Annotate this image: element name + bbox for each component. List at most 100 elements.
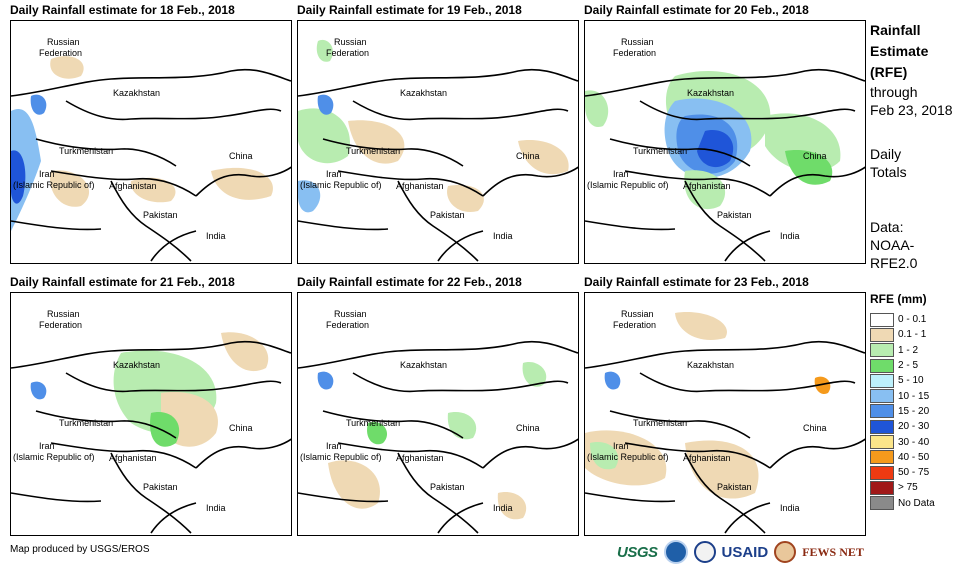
country-boundary <box>482 166 578 197</box>
map-frame: Russian Federation Kazakhstan Turkmenistan I… <box>297 20 579 264</box>
country-boundary <box>724 230 771 262</box>
country-label: Turkmenistan <box>633 146 687 156</box>
map-frame: Russian Federation Kazakhstan Turkmenistan I… <box>10 292 292 536</box>
country-label: Turkmenistan <box>346 146 400 156</box>
map-frame: Russian Federation Kazakhstan Turkmenistan I… <box>584 292 866 536</box>
country-boundary <box>35 138 177 167</box>
country-boundary <box>352 372 569 393</box>
panel-19feb: Daily Rainfall estimate for 19 Feb., 201… <box>297 0 579 264</box>
country-boundary <box>298 492 389 503</box>
panel-title: Daily Rainfall estimate for 19 Feb., 201… <box>297 3 522 17</box>
country-boundary <box>65 100 282 121</box>
country-boundary <box>639 100 856 121</box>
country-boundary <box>624 170 771 197</box>
country-label: Afghanistan <box>109 181 157 191</box>
legend-item: 2 - 5 <box>870 358 965 373</box>
panel-title: Daily Rainfall estimate for 22 Feb., 201… <box>297 275 522 289</box>
map-frame: Russian Federation Kazakhstan Turkmenistan I… <box>297 292 579 536</box>
country-label: Iran <box>613 169 629 179</box>
data-line: Data: <box>870 219 904 235</box>
country-label: India <box>206 231 226 241</box>
sidebar-title-line: (RFE) <box>870 64 908 80</box>
legend-item: 0 - 0.1 <box>870 312 965 327</box>
country-label: Federation <box>613 320 656 330</box>
country-boundary <box>150 502 197 534</box>
panel-title: Daily Rainfall estimate for 18 Feb., 201… <box>10 3 235 17</box>
country-label: Federation <box>39 320 82 330</box>
panel-20feb: Daily Rainfall estimate for 20 Feb., 201… <box>584 0 866 264</box>
through-label: through <box>870 84 918 100</box>
legend-label: 30 - 40 <box>898 436 930 448</box>
rain-area <box>522 362 547 387</box>
rain-area <box>317 371 334 390</box>
panel-title: Daily Rainfall estimate for 20 Feb., 201… <box>584 3 809 17</box>
legend-swatch <box>870 465 894 480</box>
legend-swatch <box>870 404 894 419</box>
country-boundary <box>150 230 197 262</box>
rain-area <box>785 150 833 185</box>
legend-swatch <box>870 480 894 495</box>
country-label: Pakistan <box>430 210 465 220</box>
country-label: Kazakhstan <box>113 360 160 370</box>
country-label: Pakistan <box>143 210 178 220</box>
legend-swatch <box>870 327 894 342</box>
legend-swatch <box>870 373 894 388</box>
country-boundary <box>298 340 578 369</box>
country-boundary <box>724 502 771 534</box>
legend-label: No Data <box>898 497 935 509</box>
country-boundary <box>110 452 192 534</box>
country-boundary <box>11 68 291 97</box>
country-label: China <box>803 151 827 161</box>
totals-line: Totals <box>870 164 907 180</box>
rain-area <box>316 39 333 62</box>
legend-item: 20 - 30 <box>870 419 965 434</box>
rain-area <box>585 90 609 127</box>
country-label: Kazakhstan <box>400 88 447 98</box>
country-label: Turkmenistan <box>59 146 113 156</box>
sidebar-title: Rainfall Estimate (RFE) <box>870 20 965 83</box>
legend-label: 5 - 10 <box>898 375 924 387</box>
totals-line: Daily <box>870 146 902 162</box>
legend-item: 1 - 2 <box>870 343 965 358</box>
country-boundary <box>50 442 197 469</box>
country-label: (Islamic Republic of) <box>13 180 95 190</box>
country-label: Russian <box>334 37 367 47</box>
legend-item: 15 - 20 <box>870 404 965 419</box>
sidebar-through-date: through Feb 23, 2018 <box>870 83 965 119</box>
legend-label: 0.1 - 1 <box>898 329 927 341</box>
country-boundary <box>11 340 291 369</box>
country-label: (Islamic Republic of) <box>300 180 382 190</box>
country-boundary <box>110 180 192 262</box>
country-label: India <box>493 503 513 513</box>
legend-item: > 75 <box>870 480 965 495</box>
country-boundary <box>609 138 751 167</box>
legend-item: No Data <box>870 496 965 511</box>
country-label: Federation <box>326 320 369 330</box>
rain-area <box>447 185 484 212</box>
panel-22feb: Daily Rainfall estimate for 22 Feb., 201… <box>297 272 579 536</box>
legend-item: 10 - 15 <box>870 388 965 404</box>
country-boundary <box>585 492 676 503</box>
country-boundary <box>437 502 484 534</box>
country-label: Russian <box>47 37 80 47</box>
legend-swatch <box>870 496 894 511</box>
country-boundary <box>11 492 102 503</box>
rain-area <box>11 150 26 204</box>
map-credit: Map produced by USGS/EROS <box>10 544 150 555</box>
sidebar-title-line: Rainfall <box>870 22 921 38</box>
country-boundary <box>352 100 569 121</box>
legend-label: 10 - 15 <box>898 390 930 402</box>
country-boundary <box>585 340 865 369</box>
panel-23feb: Daily Rainfall estimate for 23 Feb., 201… <box>584 272 866 536</box>
country-label: Russian <box>334 309 367 319</box>
country-label: Afghanistan <box>396 453 444 463</box>
rain-area <box>685 440 759 499</box>
country-boundary <box>769 438 865 469</box>
rain-area <box>50 170 90 207</box>
country-label: (Islamic Republic of) <box>13 452 95 462</box>
usaid-logo: USAID <box>721 543 769 561</box>
country-label: Turkmenistan <box>633 418 687 428</box>
legend-swatch <box>870 358 894 373</box>
